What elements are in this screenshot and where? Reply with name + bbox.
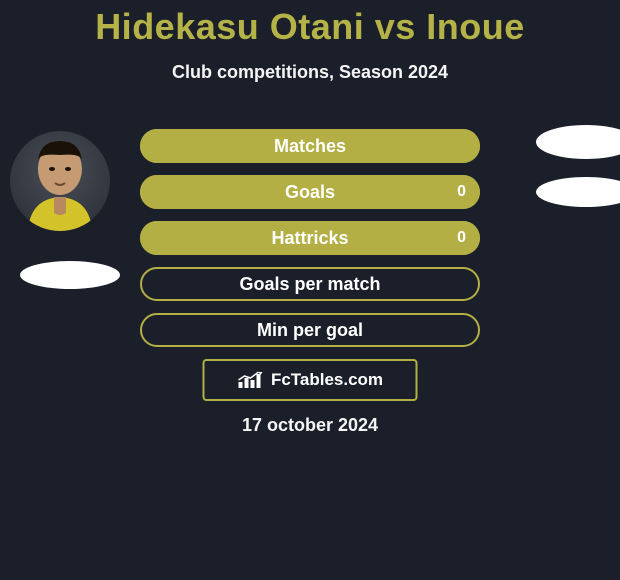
page-subtitle: Club competitions, Season 2024 [0, 62, 620, 83]
stat-label: Goals [140, 175, 480, 209]
stat-bars: MatchesGoals0Hattricks0Goals per matchMi… [140, 129, 480, 359]
stat-label: Hattricks [140, 221, 480, 255]
player-right-pill-1 [536, 125, 620, 159]
player-right-pill-2 [536, 177, 620, 207]
avatar-left-icon [10, 131, 110, 231]
stat-row: Goals per match [140, 267, 480, 301]
date-label: 17 october 2024 [0, 415, 620, 436]
stat-row: Goals0 [140, 175, 480, 209]
player-left-name-pill [20, 261, 120, 289]
stat-row: Hattricks0 [140, 221, 480, 255]
brand-text: FcTables.com [271, 370, 383, 390]
page-title: Hidekasu Otani vs Inoue [0, 0, 620, 48]
stat-label: Goals per match [140, 267, 480, 301]
stat-value-right: 0 [457, 221, 466, 255]
brand-badge: FcTables.com [203, 359, 418, 401]
player-left-avatar [10, 131, 110, 231]
stat-label: Min per goal [140, 313, 480, 347]
chart-icon [237, 371, 265, 389]
stat-value-right: 0 [457, 175, 466, 209]
stat-row: Matches [140, 129, 480, 163]
stat-label: Matches [140, 129, 480, 163]
stat-row: Min per goal [140, 313, 480, 347]
